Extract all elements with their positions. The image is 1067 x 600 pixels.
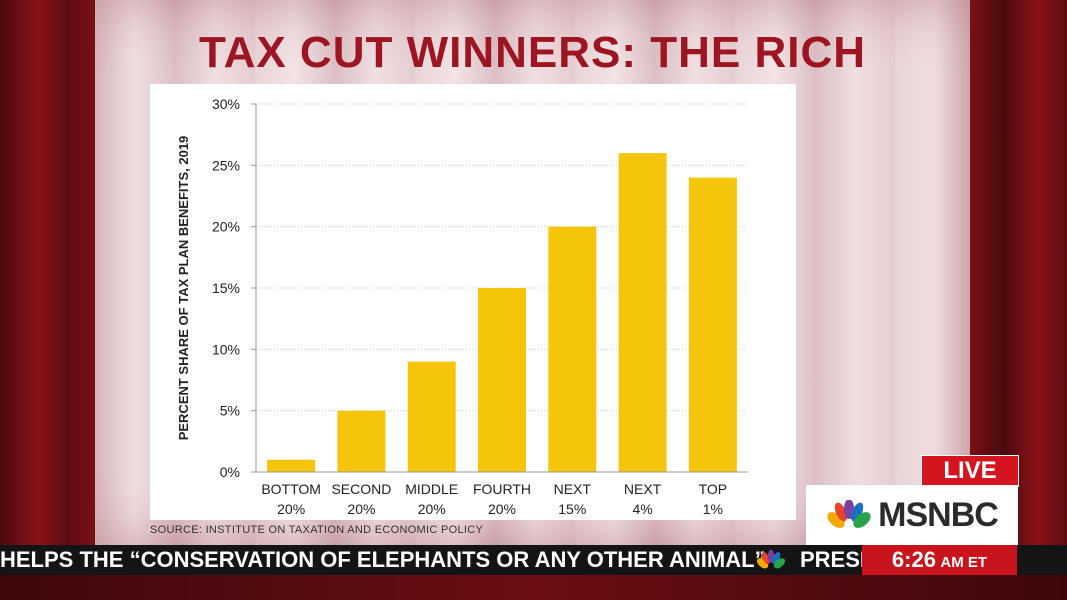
x-tick-label: TOP [699,481,728,497]
x-tick-label: SECOND [331,481,391,497]
network-logo: MSNBC [806,485,1018,545]
chart-panel: BOTTOM 20% SECOND 20% MIDDLE 20% FOURTH 20% NEXT… [150,84,796,520]
chart-bars [267,153,737,473]
x-tick-label: FOURTH [473,481,531,497]
y-axis-labels: 0% 5% 10% 15% 20% 25% 30% [212,96,256,480]
bottom-frame [0,575,1067,600]
bar-4 [548,226,597,472]
ticker-next-headline: PRESI [800,547,867,572]
y-tick-label: 0% [220,464,240,480]
bar-0 [267,459,316,472]
bar-2 [407,361,456,472]
x-tick-label: 20% [488,501,516,517]
studio-frame-right [970,0,1067,545]
x-tick-label: 15% [558,501,586,517]
y-axis-title: PERCENT SHARE OF TAX PLAN BENEFITS, 2019 [176,136,191,441]
y-tick-label: 10% [212,341,240,357]
graphic-title: TAX CUT WINNERS: THE RICH [198,28,867,77]
x-tick-label: NEXT [554,481,592,497]
x-tick-label: 20% [347,501,375,517]
y-tick-label: 15% [212,280,240,296]
y-tick-label: 25% [212,157,240,173]
clock-suffix: AM ET [940,554,988,571]
x-tick-label: BOTTOM [261,481,321,497]
bar-1 [337,410,386,472]
x-tick-label: 1% [703,501,723,517]
source-note: SOURCE: INSTITUTE ON TAXATION AND ECONOM… [150,524,484,536]
clock-time: 6:26 [891,547,936,572]
y-tick-label: 5% [220,403,240,419]
ticker-headline: HELPS THE “CONSERVATION OF ELEPHANTS OR … [0,547,766,572]
y-tick-label: 20% [212,219,240,235]
x-tick-label: NEXT [624,481,662,497]
bar-chart: BOTTOM 20% SECOND 20% MIDDLE 20% FOURTH 20% NEXT… [176,96,748,517]
peacock-icon [827,500,871,528]
x-tick-label: 20% [277,501,305,517]
y-tick-label: 30% [212,96,240,112]
x-axis-labels: BOTTOM 20% SECOND 20% MIDDLE 20% FOURTH 20% NEXT… [261,481,727,517]
x-tick-label: 4% [632,501,652,517]
bar-6 [688,177,737,472]
live-badge: LIVE [921,455,1019,487]
ticker-peacock-icon [756,549,786,569]
network-name: MSNBC [878,495,999,534]
x-tick-label: MIDDLE [405,481,458,497]
bar-5 [618,153,667,473]
x-tick-label: 20% [418,501,446,517]
studio-frame-left [0,0,95,545]
clock-badge: 6:26 AM ET [862,545,1017,575]
bar-3 [478,288,526,472]
